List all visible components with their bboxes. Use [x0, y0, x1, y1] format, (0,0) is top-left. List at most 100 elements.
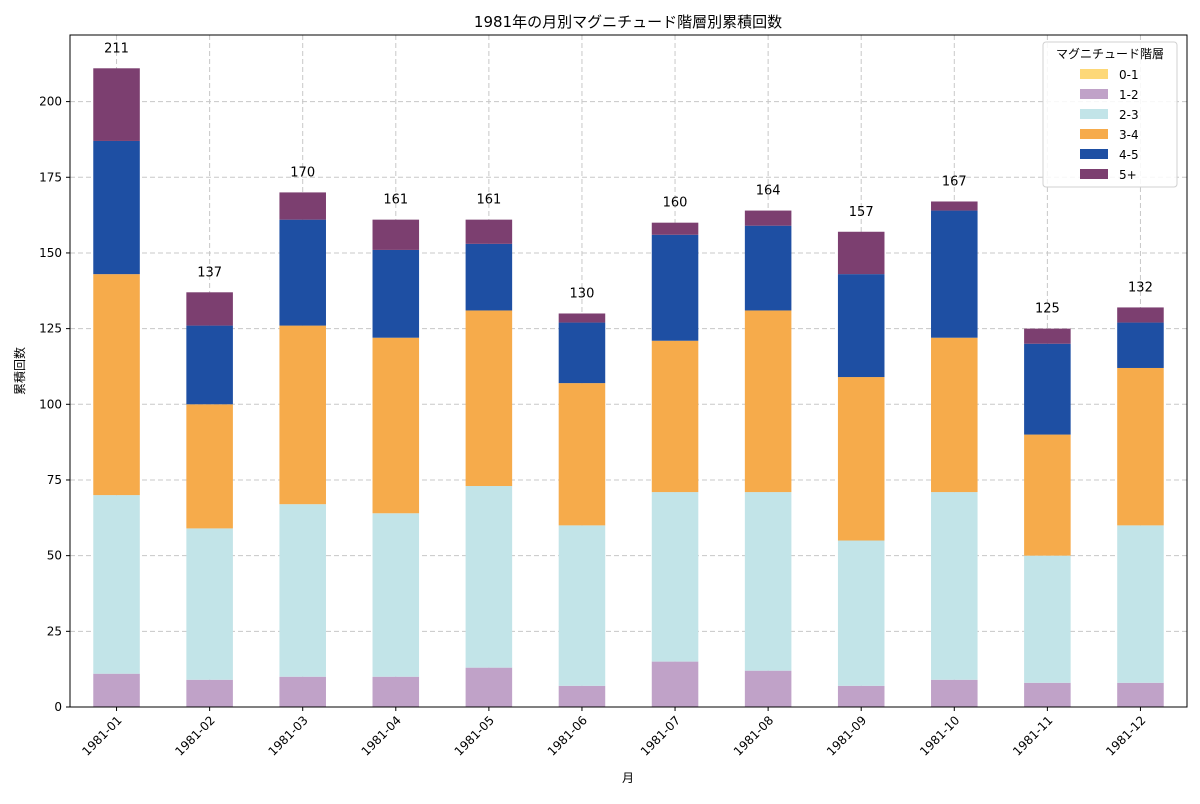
legend-swatch-0-1 — [1080, 69, 1108, 79]
bar-segment-2-3 — [558, 525, 606, 686]
bar-segment-3-4 — [837, 377, 885, 541]
x-tick-label: 1981-04 — [359, 713, 404, 758]
bar-segment-4-5 — [837, 274, 885, 378]
legend-label: 2-3 — [1119, 108, 1139, 122]
bar-segment-1-2 — [837, 685, 885, 707]
grid — [70, 35, 1187, 708]
bar-segment-2-3 — [279, 504, 326, 677]
bar-segment-5+ — [372, 219, 420, 250]
bar-segment-5+ — [465, 219, 513, 244]
bar-segment-2-3 — [837, 540, 885, 686]
y-tick-label: 0 — [54, 700, 62, 714]
bar-segment-2-3 — [1117, 525, 1164, 683]
bar-segment-2-3 — [465, 486, 513, 668]
bar-segment-4-5 — [465, 243, 513, 311]
legend-title: マグニチュード階層 — [1056, 46, 1164, 61]
bar-segment-5+ — [279, 192, 326, 220]
x-tick-label: 1981-03 — [265, 713, 310, 758]
total-label: 130 — [570, 286, 595, 301]
bar-segment-2-3 — [1024, 555, 1071, 683]
bar-segment-3-4 — [465, 310, 513, 487]
plot-frame — [69, 34, 1188, 708]
x-tick-label: 1981-11 — [1010, 713, 1055, 758]
y-tick-label: 125 — [39, 322, 62, 336]
x-tick-label: 1981-08 — [731, 713, 776, 758]
y-tick-label: 25 — [47, 624, 62, 638]
total-label: 160 — [663, 196, 688, 211]
x-tick-label: 1981-06 — [545, 713, 590, 758]
bar-segment-4-5 — [1117, 322, 1164, 368]
legend-swatch-1-2 — [1080, 89, 1108, 99]
bar-segment-4-5 — [1024, 343, 1071, 435]
bar-segment-3-4 — [931, 337, 978, 493]
total-label: 137 — [197, 265, 222, 280]
bar-segment-2-3 — [93, 495, 140, 674]
total-label: 170 — [290, 165, 315, 180]
bar-segment-2-3 — [931, 492, 978, 680]
legend-swatch-3-4 — [1080, 129, 1108, 139]
x-tick-label: 1981-09 — [824, 713, 869, 758]
x-tick-label: 1981-05 — [452, 713, 497, 758]
bar-segment-3-4 — [372, 337, 420, 514]
bar-segment-2-3 — [372, 513, 420, 677]
bar-segment-1-2 — [744, 670, 792, 707]
bar-segment-1-2 — [93, 673, 140, 707]
bar-segment-4-5 — [372, 249, 420, 338]
bar-segment-5+ — [558, 313, 606, 323]
y-axis-label: 累積回数 — [12, 347, 27, 395]
legend: マグニチュード階層 0-1 1-2 2-3 3-4 4-5 5+ — [1042, 41, 1178, 188]
bar-segment-2-3 — [744, 492, 792, 671]
bar-segment-1-2 — [186, 679, 233, 707]
bar-segment-4-5 — [93, 140, 140, 275]
y-tick-label: 175 — [39, 170, 62, 184]
bar-segment-1-2 — [279, 676, 326, 707]
bar-segment-5+ — [837, 231, 885, 275]
legend-label: 1-2 — [1119, 88, 1139, 102]
y-tick-label: 75 — [47, 473, 62, 487]
bar-segment-4-5 — [279, 219, 326, 326]
legend-label: 5+ — [1119, 168, 1137, 182]
y-axis: 0 25 50 75 100 125 150 175 200 — [39, 95, 70, 714]
bar-segment-2-3 — [651, 492, 699, 662]
legend-swatch-2-3 — [1080, 109, 1108, 119]
bar-segment-5+ — [931, 201, 978, 211]
bar-segment-1-2 — [651, 661, 699, 707]
bar-segment-4-5 — [186, 325, 233, 405]
bar-segment-5+ — [93, 68, 140, 141]
total-label: 132 — [1128, 280, 1153, 295]
y-tick-label: 200 — [39, 95, 62, 109]
chart-title: 1981年の月別マグニチュード階層別累積回数 — [474, 13, 782, 31]
bar-segment-1-2 — [558, 685, 606, 707]
x-tick-label: 1981-12 — [1103, 713, 1148, 758]
legend-swatch-4-5 — [1080, 149, 1108, 159]
legend-label: 4-5 — [1119, 148, 1139, 162]
total-label: 167 — [942, 174, 967, 189]
x-axis-label: 月 — [622, 771, 634, 785]
x-axis: 1981-01 1981-02 1981-03 1981-04 1981-05 1981-… — [79, 707, 1149, 759]
y-tick-label: 150 — [39, 246, 62, 260]
x-tick-label: 1981-01 — [79, 713, 124, 758]
bar-segment-1-2 — [1024, 682, 1071, 707]
bar-segment-5+ — [1024, 328, 1071, 344]
total-label: 164 — [756, 184, 781, 199]
bar-segment-3-4 — [186, 404, 233, 529]
bar-segment-3-4 — [558, 383, 606, 526]
x-tick-label: 1981-10 — [917, 713, 962, 758]
bar-segment-4-5 — [931, 210, 978, 338]
bar-segment-3-4 — [279, 325, 326, 505]
total-label: 161 — [383, 193, 408, 208]
bar-segment-3-4 — [93, 274, 140, 496]
bar-segment-4-5 — [651, 234, 699, 341]
x-tick-label: 1981-02 — [172, 713, 217, 758]
bar-segment-1-2 — [372, 676, 420, 707]
bars — [93, 68, 1164, 707]
bar-segment-5+ — [744, 210, 792, 226]
y-tick-label: 50 — [47, 549, 62, 563]
legend-box — [1042, 41, 1178, 188]
bar-segment-1-2 — [931, 679, 978, 707]
total-label: 157 — [849, 205, 874, 220]
total-label: 211 — [104, 41, 129, 56]
legend-label: 3-4 — [1119, 128, 1139, 142]
bar-segment-4-5 — [558, 322, 606, 384]
